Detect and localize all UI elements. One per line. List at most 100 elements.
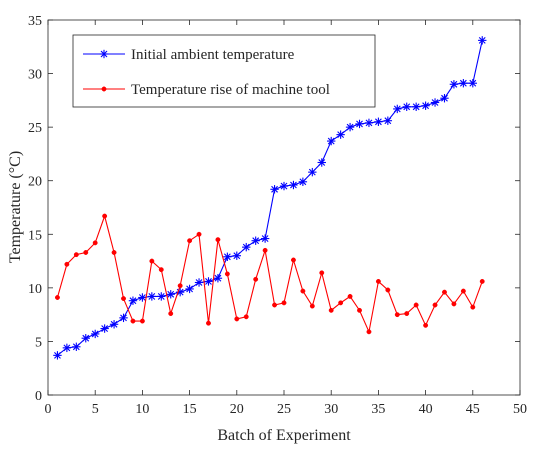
series-2-point: [309, 303, 315, 309]
series-1-point: [157, 292, 166, 301]
series-2-point: [177, 283, 183, 289]
series-2-point: [215, 237, 221, 243]
series-2-point: [404, 311, 410, 317]
x-tick-label: 45: [466, 402, 480, 417]
series-1-point: [383, 116, 393, 125]
series-2-point: [102, 213, 108, 219]
series-1-point: [119, 313, 128, 323]
series-2-point: [253, 276, 259, 282]
series-line-2: [56, 214, 483, 334]
series-2-point: [460, 288, 466, 294]
series-1-point: [270, 185, 279, 194]
legend-label-1: Initial ambient temperature: [131, 47, 295, 63]
series-1-point: [204, 277, 213, 286]
series-2-point: [130, 318, 136, 324]
y-tick-label: 30: [28, 68, 42, 83]
series-2-point: [121, 296, 126, 302]
series-1-point: [53, 351, 62, 360]
series-1-point: [128, 296, 138, 305]
series-1-point: [223, 252, 232, 261]
series-1-point: [449, 80, 459, 89]
series-1-point: [251, 236, 260, 245]
series-1-point: [430, 98, 440, 107]
series-2-point: [470, 304, 476, 310]
series-2-point: [234, 316, 240, 322]
series-2-point: [432, 302, 438, 308]
x-tick-label: 35: [371, 402, 385, 417]
series-1-point: [100, 324, 109, 333]
series-1-point: [194, 278, 204, 287]
x-tick-label: 25: [277, 402, 291, 417]
series-2-point: [54, 295, 60, 300]
x-tick-label: 5: [92, 402, 99, 417]
series-2-point: [224, 271, 230, 277]
series-1-point: [72, 342, 81, 351]
series-2-point: [243, 314, 249, 320]
series-2-point: [442, 289, 447, 295]
series-2-point: [338, 300, 344, 306]
series-2-point: [196, 231, 202, 237]
series-2-point: [347, 293, 353, 299]
x-axis-label: Batch of Experiment: [217, 427, 351, 444]
series-1-point: [91, 329, 100, 339]
series-1-point: [327, 136, 336, 146]
series-1-point: [166, 290, 175, 299]
y-axis-label: Temperature (°C): [7, 151, 24, 263]
series-2-point: [168, 311, 174, 317]
series-1-point: [109, 320, 119, 329]
series-2-point: [413, 302, 419, 308]
y-tick-label: 5: [35, 335, 42, 350]
series-2-point: [357, 307, 362, 313]
series-1-point: [336, 130, 345, 139]
series-1-point: [279, 181, 289, 191]
series-1-point: [213, 274, 223, 283]
x-tick-label: 40: [419, 402, 433, 417]
series-2-point: [139, 318, 145, 324]
series-1-point: [468, 79, 477, 88]
series-2-point: [319, 270, 325, 276]
series-1-point: [232, 251, 241, 260]
series-1-point: [185, 284, 194, 294]
x-tick-label: 0: [45, 402, 52, 417]
series-1-point: [308, 167, 317, 177]
x-tick-label: 10: [135, 402, 149, 417]
series-1-point: [402, 102, 411, 111]
series-2-point: [262, 247, 268, 253]
series-2-point: [187, 238, 193, 244]
y-tick-label: 0: [35, 389, 42, 404]
series-1-point: [355, 119, 364, 129]
series-1-point: [478, 36, 487, 45]
series-1-point: [459, 79, 468, 88]
series-1-point: [298, 177, 308, 186]
x-tick-label: 50: [513, 402, 527, 417]
series-2-point: [479, 278, 485, 284]
series-1-point: [138, 293, 147, 302]
series-1-point: [440, 94, 449, 103]
series-2-point: [328, 307, 334, 313]
marks-layer: [53, 36, 487, 360]
y-tick-label: 35: [28, 14, 42, 29]
series-1-point: [81, 334, 90, 343]
series-2-point: [206, 320, 211, 326]
legend-label-2: Temperature rise of machine tool: [131, 82, 330, 98]
series-1-point: [421, 101, 430, 110]
series-1-point: [62, 343, 72, 353]
series-2-point: [111, 250, 117, 255]
series-2-point: [375, 278, 381, 284]
legend-box: [72, 34, 376, 108]
y-tick-label: 15: [28, 228, 42, 243]
y-tick-label: 20: [28, 175, 42, 190]
series-2-point: [158, 267, 164, 273]
series-1-point: [364, 118, 374, 128]
series-1-point: [260, 234, 270, 243]
series-2-point: [366, 329, 372, 335]
series-1-point: [317, 158, 326, 167]
series-1-point: [393, 104, 402, 114]
series-2-point: [385, 287, 391, 293]
y-tick-label: 10: [28, 282, 42, 297]
series-1-point: [345, 122, 355, 132]
series-2-point: [451, 301, 457, 307]
series-2-point: [272, 302, 278, 308]
